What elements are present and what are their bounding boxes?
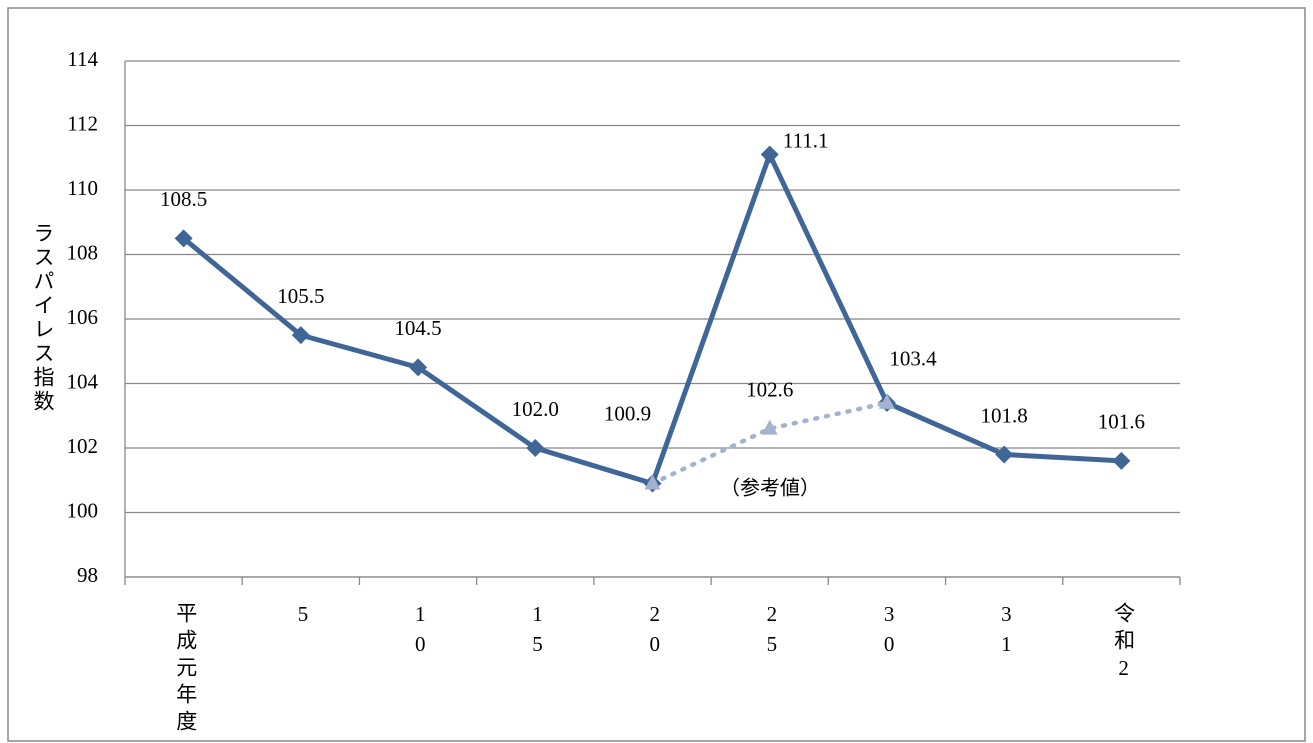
x-tick-label: 30 (877, 602, 901, 662)
data-label: 101.6 (1098, 410, 1145, 434)
y-tick-label: 98 (77, 563, 98, 587)
data-label: 100.9 (604, 401, 651, 425)
data-label: 104.5 (394, 316, 441, 340)
chart-frame (7, 7, 1306, 742)
x-tick-label: 平成元年度 (174, 602, 198, 737)
marker (1112, 451, 1131, 470)
y-tick-label: 108 (67, 240, 99, 264)
data-label: 108.5 (160, 187, 207, 211)
marker (526, 439, 545, 457)
y-tick-label: 104 (67, 369, 99, 393)
y-tick-label: 102 (67, 434, 99, 458)
x-tick-label: 令和2 (1112, 602, 1136, 686)
data-label: 101.8 (981, 403, 1028, 427)
marker (995, 445, 1014, 464)
y-tick-label: 106 (67, 305, 99, 329)
data-label: 102.6 (746, 377, 793, 401)
y-tick-label: 110 (67, 176, 98, 200)
marker (174, 229, 193, 248)
x-tick-label: 5 (291, 602, 315, 632)
marker (291, 326, 310, 345)
data-label: 111.1 (783, 128, 829, 152)
marker (761, 419, 778, 435)
x-tick-label: 25 (760, 602, 784, 662)
marker (878, 393, 895, 409)
x-tick-label: 15 (525, 602, 549, 662)
data-label: 105.5 (277, 284, 324, 308)
y-tick-label: 100 (67, 498, 99, 522)
marker (409, 358, 428, 377)
x-tick-label: 10 (408, 602, 432, 662)
y-axis-label: ラスパイレス指数 (31, 222, 55, 414)
marker (644, 474, 661, 490)
y-tick-label: 112 (67, 111, 98, 135)
x-tick-label: 20 (643, 602, 667, 662)
data-label: 102.0 (512, 397, 559, 421)
annotation: （参考値） (720, 477, 820, 500)
series-line (650, 400, 890, 486)
y-tick-label: 114 (67, 47, 98, 71)
marker (760, 145, 779, 164)
data-label: 103.4 (889, 347, 937, 371)
x-tick-label: 31 (994, 602, 1018, 662)
